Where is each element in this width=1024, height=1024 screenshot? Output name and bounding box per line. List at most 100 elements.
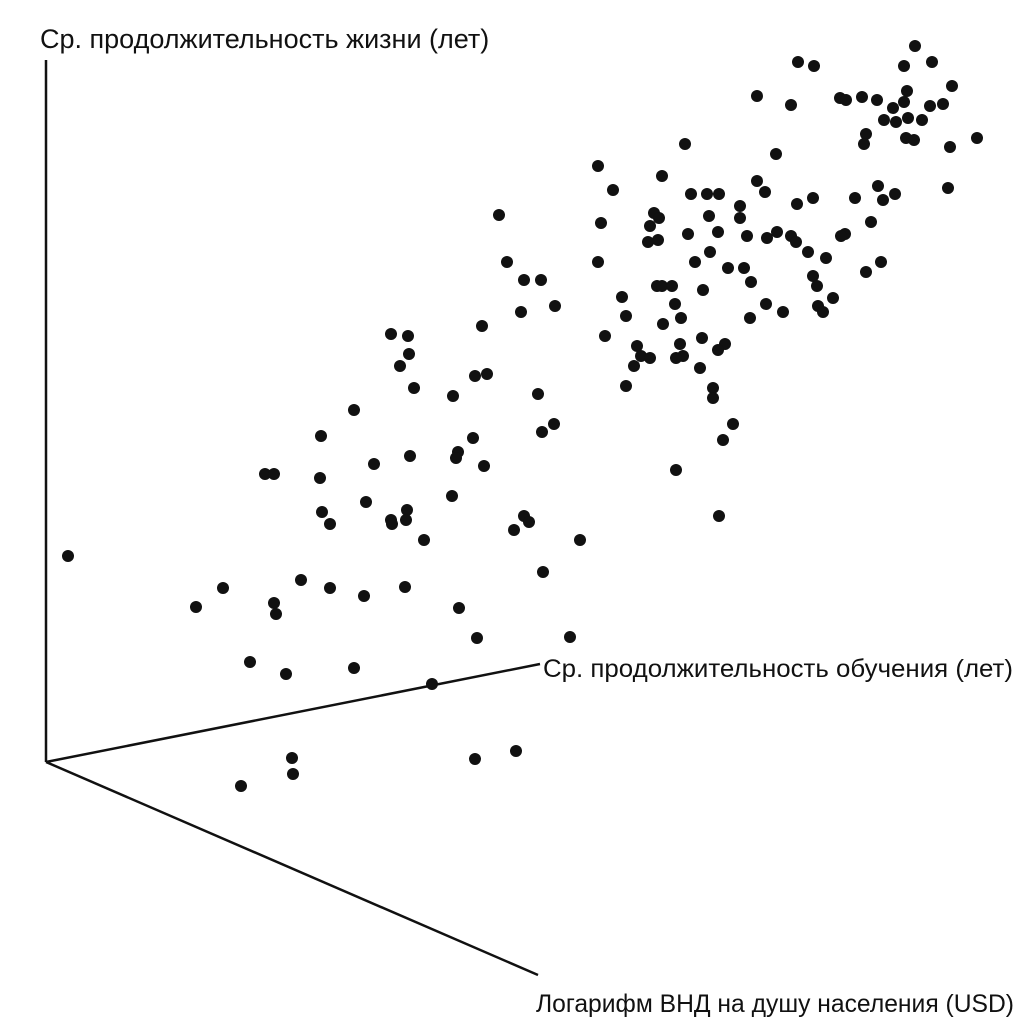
point (469, 370, 481, 382)
point (808, 60, 820, 72)
point (620, 310, 632, 322)
point (701, 188, 713, 200)
point (835, 230, 847, 242)
point (744, 312, 756, 324)
point (620, 380, 632, 392)
point (697, 284, 709, 296)
point (849, 192, 861, 204)
point (644, 220, 656, 232)
point (682, 228, 694, 240)
point (501, 256, 513, 268)
point (875, 256, 887, 268)
point (549, 300, 561, 312)
point (481, 368, 493, 380)
point (518, 274, 530, 286)
point (652, 234, 664, 246)
point (734, 212, 746, 224)
point (385, 328, 397, 340)
point (877, 194, 889, 206)
point (394, 360, 406, 372)
point (616, 291, 628, 303)
point (478, 460, 490, 472)
point (909, 40, 921, 52)
point (592, 256, 604, 268)
point (523, 516, 535, 528)
point (670, 352, 682, 364)
point (358, 590, 370, 602)
point (785, 99, 797, 111)
point (348, 404, 360, 416)
point (607, 184, 619, 196)
point (402, 330, 414, 342)
point (508, 524, 520, 536)
point (679, 138, 691, 150)
point (971, 132, 983, 144)
point (270, 608, 282, 620)
point (937, 98, 949, 110)
point (471, 632, 483, 644)
point (268, 468, 280, 480)
x-axis (45, 760, 539, 977)
point (807, 192, 819, 204)
point (653, 212, 665, 224)
point (807, 270, 819, 282)
point (856, 91, 868, 103)
point (316, 506, 328, 518)
point (400, 514, 412, 526)
point (751, 90, 763, 102)
point (564, 631, 576, 643)
point (450, 452, 462, 464)
point (599, 330, 611, 342)
point (734, 200, 746, 212)
point (707, 382, 719, 394)
point (217, 582, 229, 594)
point (777, 306, 789, 318)
point (713, 510, 725, 522)
point (62, 550, 74, 562)
point (703, 210, 715, 222)
point (946, 80, 958, 92)
y-axis-label: Ср. продолжительность обучения (лет) (543, 655, 1013, 683)
point (635, 350, 647, 362)
point (770, 148, 782, 160)
point (745, 276, 757, 288)
point (190, 601, 202, 613)
point (666, 280, 678, 292)
point (493, 209, 505, 221)
point (713, 188, 725, 200)
point (685, 188, 697, 200)
point (926, 56, 938, 68)
point (694, 362, 706, 374)
y-axis (45, 662, 541, 764)
point (792, 56, 804, 68)
point (476, 320, 488, 332)
point (280, 668, 292, 680)
point (908, 134, 920, 146)
point (368, 458, 380, 470)
point (408, 382, 420, 394)
point (898, 96, 910, 108)
point (315, 430, 327, 442)
point (657, 318, 669, 330)
point (244, 656, 256, 668)
point (791, 198, 803, 210)
point (259, 468, 271, 480)
point (418, 534, 430, 546)
z-axis-label: Ср. продолжительность жизни (лет) (40, 24, 489, 54)
point (696, 332, 708, 344)
point (631, 340, 643, 352)
point (689, 256, 701, 268)
point (510, 745, 522, 757)
point (898, 60, 910, 72)
point (722, 262, 734, 274)
point (890, 116, 902, 128)
point (944, 141, 956, 153)
point (656, 280, 668, 292)
point (727, 418, 739, 430)
point (761, 232, 773, 244)
point (386, 518, 398, 530)
point (286, 752, 298, 764)
point (860, 128, 872, 140)
point (712, 344, 724, 356)
point (741, 230, 753, 242)
